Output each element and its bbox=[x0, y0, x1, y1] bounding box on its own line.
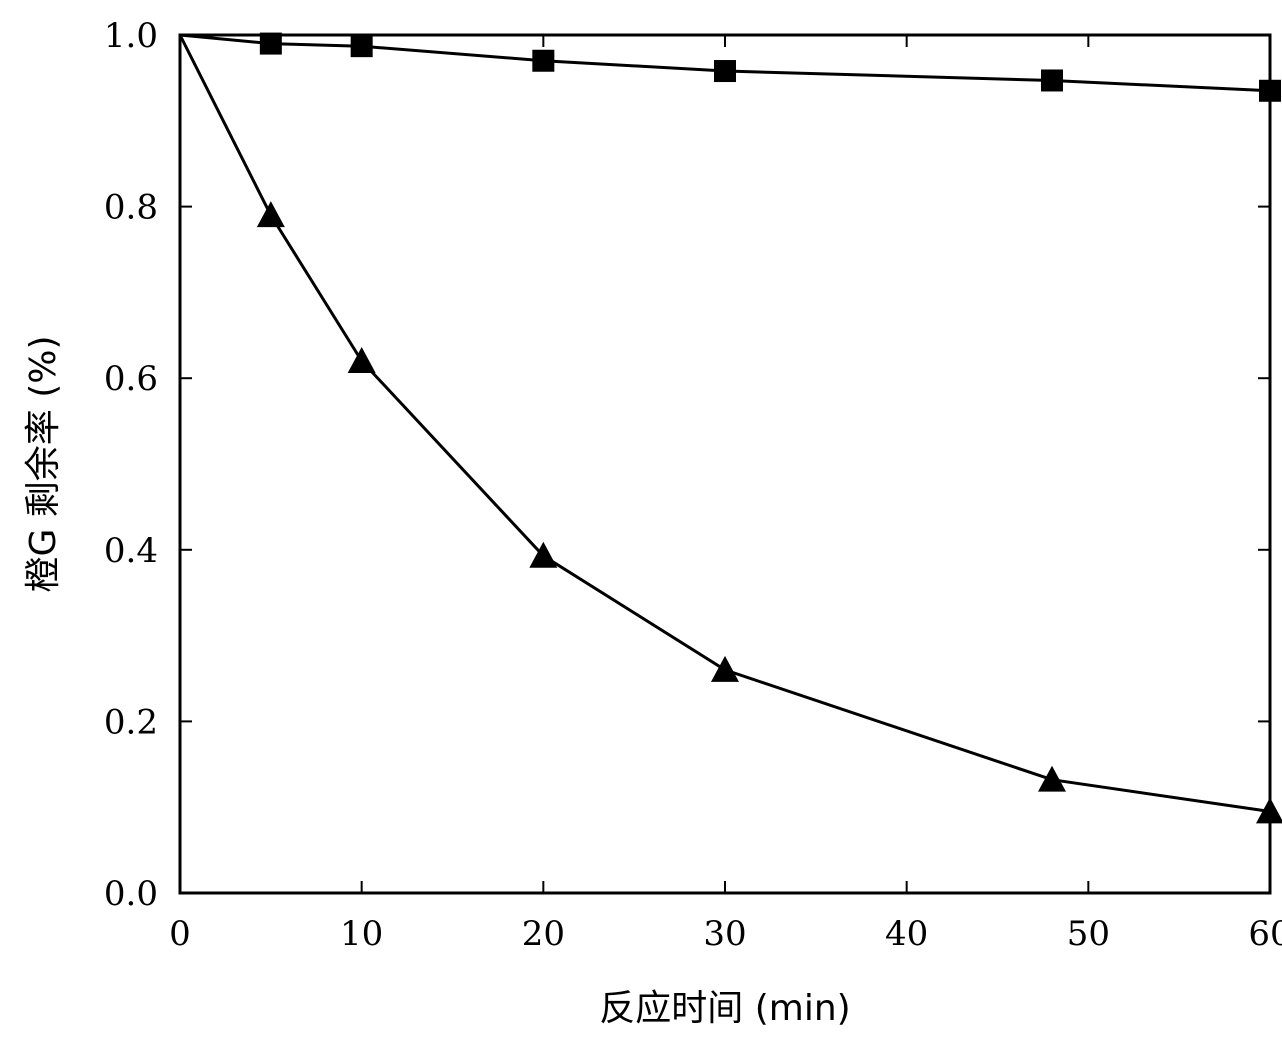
plot-frame bbox=[178, 33, 1272, 895]
data-point-triangle bbox=[1256, 797, 1282, 824]
y-tick-label: 0.0 bbox=[104, 874, 158, 914]
x-tick-label: 0 bbox=[169, 914, 191, 954]
data-point-square bbox=[1259, 79, 1281, 102]
x-tick-label: 10 bbox=[340, 914, 383, 954]
x-tick-label: 60 bbox=[1248, 914, 1282, 954]
data-point-square bbox=[1041, 69, 1063, 92]
data-point-square bbox=[350, 35, 373, 58]
y-tick-label: 0.2 bbox=[104, 702, 158, 742]
y-axis-title: 橙G 剩余率 (%) bbox=[23, 335, 64, 592]
data-point-triangle bbox=[347, 347, 376, 373]
series-line bbox=[178, 34, 1271, 813]
x-axis-title: 反应时间 (min) bbox=[599, 988, 850, 1029]
ticks: 0 10 20 30 40 50 60 0.0 0.2 0.4 0.6 0.8 1.0 bbox=[104, 16, 1282, 954]
data-point-square bbox=[532, 49, 555, 72]
y-tick-label: 0.6 bbox=[104, 359, 158, 399]
data-point-triangle bbox=[256, 201, 285, 228]
x-tick-label: 40 bbox=[885, 914, 928, 954]
data-point-square bbox=[714, 60, 736, 83]
data-point-triangle bbox=[711, 655, 739, 682]
x-tick-label: 20 bbox=[522, 914, 565, 954]
y-tick-label: 0.4 bbox=[104, 531, 158, 571]
data-point-triangle bbox=[1038, 765, 1066, 792]
series-triangle bbox=[178, 34, 1282, 824]
x-tick-label: 50 bbox=[1067, 914, 1110, 954]
y-tick-label: 0.8 bbox=[104, 188, 158, 228]
data-point-triangle bbox=[529, 541, 558, 568]
series-layer bbox=[178, 32, 1282, 824]
x-tick-label: 30 bbox=[703, 914, 746, 954]
y-tick-label: 1.0 bbox=[104, 16, 158, 56]
data-point-square bbox=[259, 32, 282, 55]
series-square bbox=[179, 32, 1281, 102]
